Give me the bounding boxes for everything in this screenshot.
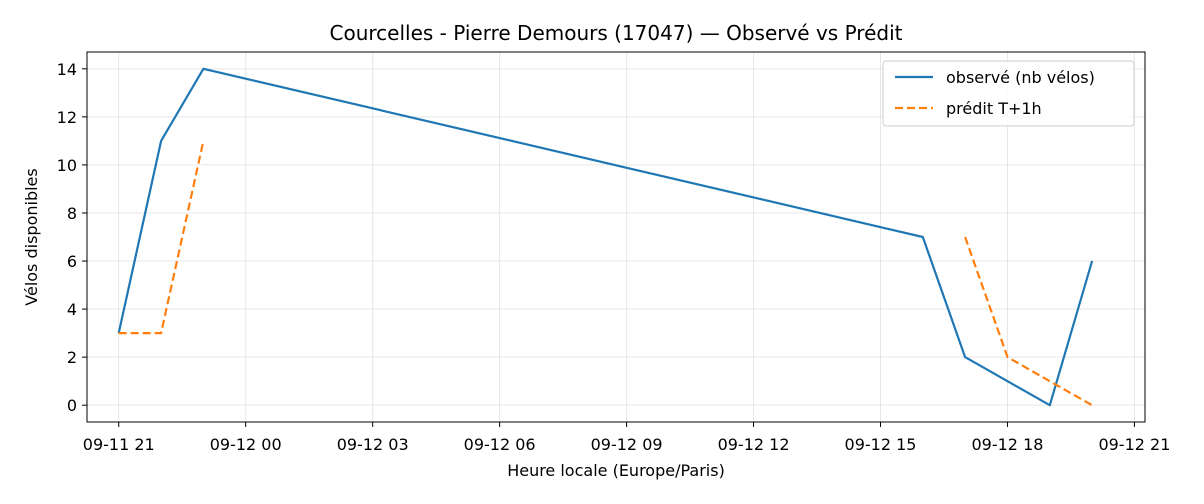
x-tick-label: 09-12 09 [591,435,663,454]
series-line-predit [118,140,205,335]
x-tick-label: 09-12 18 [971,435,1043,454]
y-tick-label: 14 [57,60,77,79]
x-tick-label: 09-12 00 [210,435,282,454]
legend-box [882,60,1135,127]
x-axis-label: Heure locale (Europe/Paris) [507,461,725,480]
x-axis: 09-11 21 09-12 00 09-12 03 09-12 06 09-12 09… [83,422,1170,454]
x-tick-label: 09-12 06 [464,435,536,454]
y-tick-label: 2 [67,348,77,367]
y-tick-label: 8 [67,204,77,223]
x-tick-label: 09-12 03 [337,435,409,454]
y-axis: 0 2 4 6 8 10 12 14 [57,60,87,415]
series-line-observe [117,67,1094,407]
plot-frame [86,51,1146,423]
series-line-predit [964,236,1093,407]
legend-label-observe: observé (nb vélos) [946,68,1095,87]
y-tick-label: 4 [67,300,77,319]
x-tick-label: 09-11 21 [83,435,155,454]
x-tick-label: 09-12 12 [718,435,790,454]
x-tick-label: 09-12 15 [845,435,917,454]
x-tick-label: 09-12 21 [1098,435,1170,454]
chart-title: Courcelles - Pierre Demours (17047) — Ob… [330,21,903,45]
y-tick-label: 12 [57,108,77,127]
grid [87,52,1145,422]
y-tick-label: 10 [57,156,77,175]
y-tick-label: 0 [67,396,77,415]
series-layer [117,67,1094,407]
legend: observé (nb vélos) prédit T+1h [882,60,1135,127]
legend-label-predit: prédit T+1h [946,99,1042,118]
y-axis-label: Vélos disponibles [22,168,41,305]
y-tick-label: 6 [67,252,77,271]
